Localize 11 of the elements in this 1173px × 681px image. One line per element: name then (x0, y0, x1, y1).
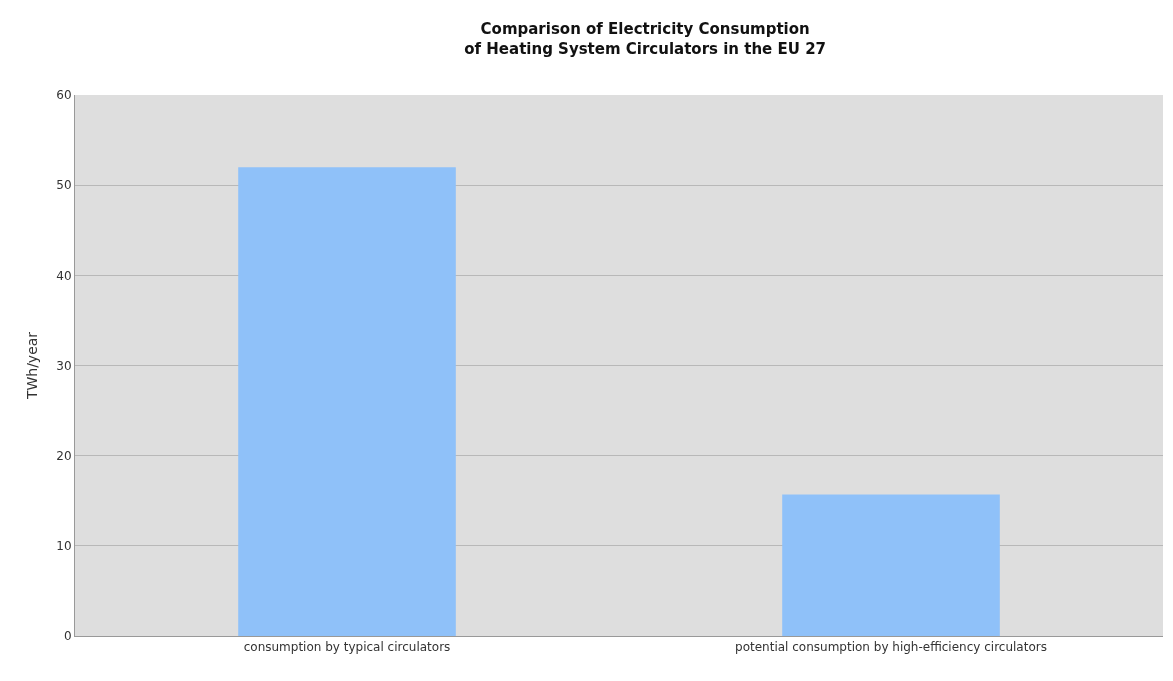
y-tick-label: 30 (56, 358, 72, 373)
x-tick-label: consumption by typical circulators (243, 640, 451, 655)
y-tick-label: 60 (56, 88, 72, 103)
y-tick-label: 10 (56, 539, 72, 554)
y-tick-label: 40 (56, 268, 72, 283)
y-tick-label: 50 (56, 178, 72, 193)
y-axis-title: TWh/year (24, 331, 40, 401)
x-tick-label: potential consumption by high-efficiency circulators (735, 640, 1047, 655)
chart-title: Comparison of Electricity Consumption of Heating System Circulators in the EU 27 (464, 20, 827, 58)
y-tick-label: 20 (56, 448, 72, 463)
y-tick-label: 0 (63, 629, 72, 644)
